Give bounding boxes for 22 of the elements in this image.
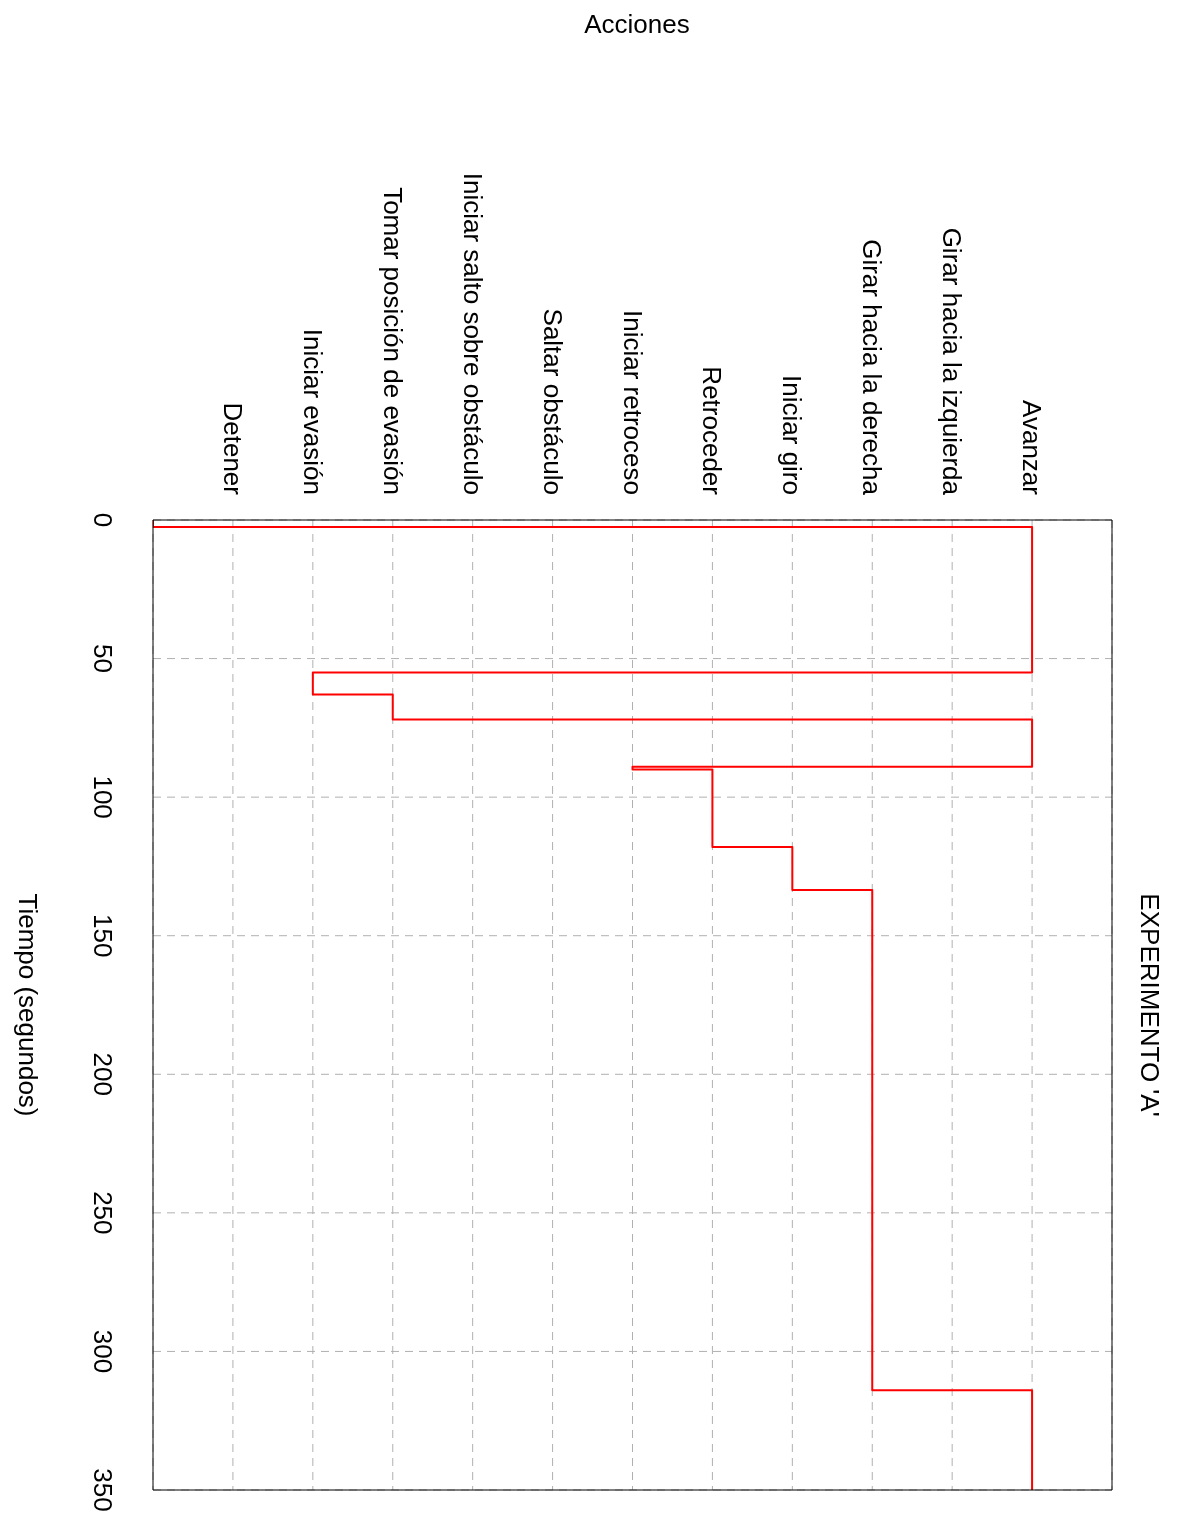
x-tick-label: Avanzar [1017,400,1048,496]
y-tick-label: 100 [88,775,118,819]
y-tick-label: 250 [88,1191,118,1235]
x-tick-label: Iniciar salto sobre obstáculo [457,172,488,495]
x-tick-label: Tomar posición de evasión [377,187,408,495]
y-tick-label: 150 [88,914,118,958]
x-tick-label: Iniciar evasión [297,328,328,495]
x-tick-label: Detener [217,402,248,496]
y-tick-label: 300 [88,1329,118,1374]
text: Acciones [584,9,690,39]
x-tick-label: Iniciar giro [777,375,808,495]
text: EXPERIMENTO 'A' [1135,893,1165,1117]
x-tick-label: Saltar obstáculo [537,308,568,495]
x-tick-label: Girar hacia la derecha [857,239,888,496]
y-tick-label: 200 [88,1052,118,1096]
x-tick-label: Retroceder [697,366,728,496]
y-tick-label: 50 [88,644,118,674]
y-axis-title: Tiempo (segundos) [13,893,43,1117]
y-tick-label: 0 [88,512,118,528]
x-tick-label: Girar hacia la izquierda [937,227,968,496]
y-tick-label: 350 [88,1468,118,1512]
x-tick-label: Iniciar retroceso [617,310,648,495]
